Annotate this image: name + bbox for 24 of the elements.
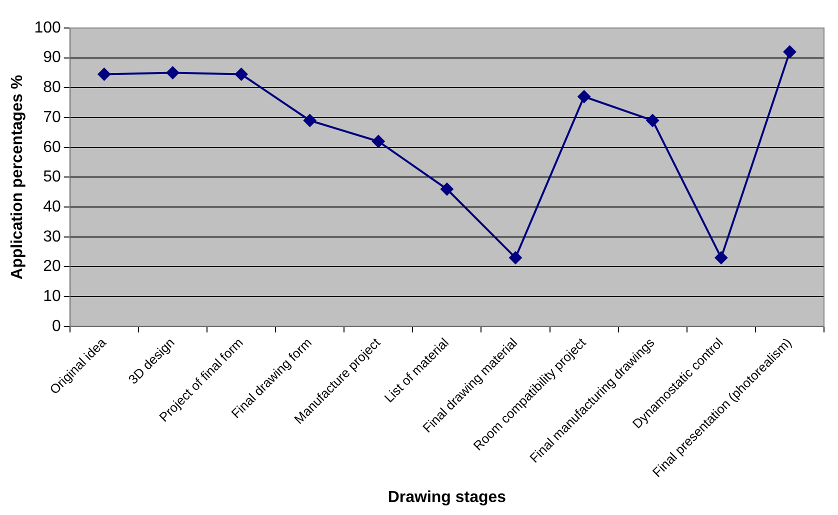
y-tick-label: 50 bbox=[43, 168, 61, 186]
y-tick-label: 100 bbox=[34, 19, 61, 36]
y-tick-label: 40 bbox=[43, 198, 61, 216]
point bbox=[234, 68, 248, 81]
y-tick-label: 70 bbox=[43, 108, 61, 126]
y-tick-label: 30 bbox=[43, 228, 61, 246]
point bbox=[98, 68, 111, 81]
point bbox=[166, 66, 180, 80]
point bbox=[303, 114, 316, 127]
point bbox=[714, 251, 728, 264]
point bbox=[509, 251, 522, 264]
y-tick-label: 60 bbox=[43, 138, 61, 156]
point bbox=[646, 114, 660, 127]
y-tick-label: 10 bbox=[43, 288, 61, 305]
y-tick-label: 20 bbox=[43, 258, 61, 276]
point bbox=[440, 182, 454, 196]
point bbox=[578, 90, 591, 104]
y-tick-label: 90 bbox=[43, 49, 61, 66]
y-axis-title: Application percentages % bbox=[9, 74, 26, 280]
x-axis-title: Drawing stages bbox=[388, 488, 506, 506]
point bbox=[372, 134, 385, 148]
point bbox=[783, 45, 796, 58]
y-tick-label: 80 bbox=[43, 79, 61, 96]
y-tick-label: 0 bbox=[52, 318, 61, 335]
